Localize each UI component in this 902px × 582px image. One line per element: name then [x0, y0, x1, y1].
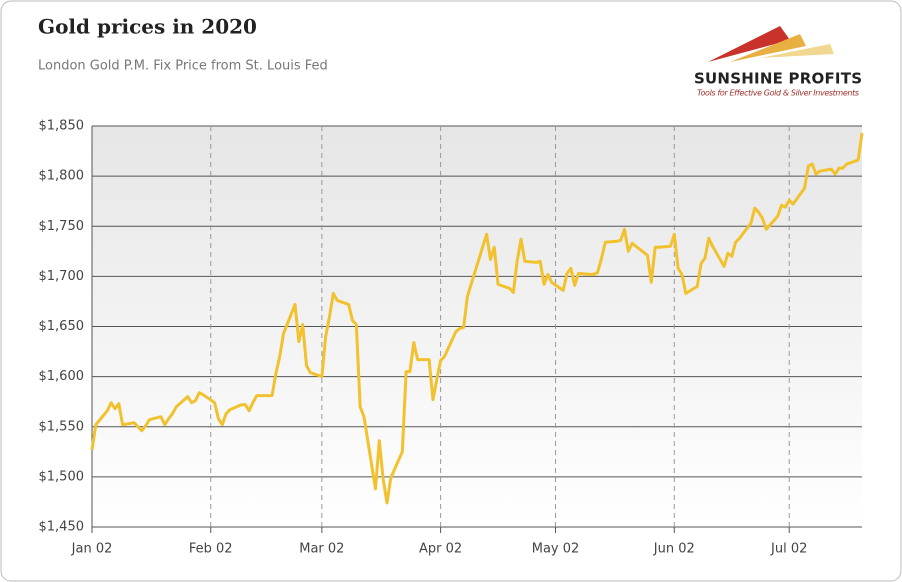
y-tick-label: $1,800: [39, 169, 85, 184]
x-tick-label: Jun 02: [653, 542, 695, 557]
chart-subtitle: London Gold P.M. Fix Price from St. Loui…: [38, 59, 328, 74]
logo-tagline: Tools for Effective Gold & Silver Invest…: [697, 89, 859, 98]
logo-shape: [730, 34, 806, 62]
logo-shape: [760, 44, 834, 58]
x-tick-label: Jan 02: [71, 542, 113, 557]
y-tick-label: $1,650: [39, 319, 85, 334]
price-line: [90, 132, 864, 505]
y-tick-label: $1,450: [39, 520, 85, 535]
y-tick-label: $1,750: [39, 219, 85, 234]
x-tick-label: Mar 02: [299, 542, 344, 557]
y-tick-label: $1,550: [39, 419, 85, 434]
logo-name: SUNSHINE PROFITS: [694, 70, 862, 88]
logo-shape: [708, 26, 790, 62]
x-tick-label: May 02: [532, 542, 580, 557]
y-tick-label: $1,700: [39, 269, 85, 284]
logo: SUNSHINE PROFITS Tools for Effective Gol…: [694, 26, 862, 98]
x-tick-label: Jul 02: [770, 542, 807, 557]
y-tick-label: $1,850: [39, 119, 85, 134]
chart-title: Gold prices in 2020: [38, 15, 257, 39]
x-tick-label: Apr 02: [419, 542, 462, 557]
y-tick-label: $1,500: [39, 469, 85, 484]
x-tick-label: Feb 02: [189, 542, 233, 557]
y-tick-label: $1,600: [39, 369, 85, 384]
